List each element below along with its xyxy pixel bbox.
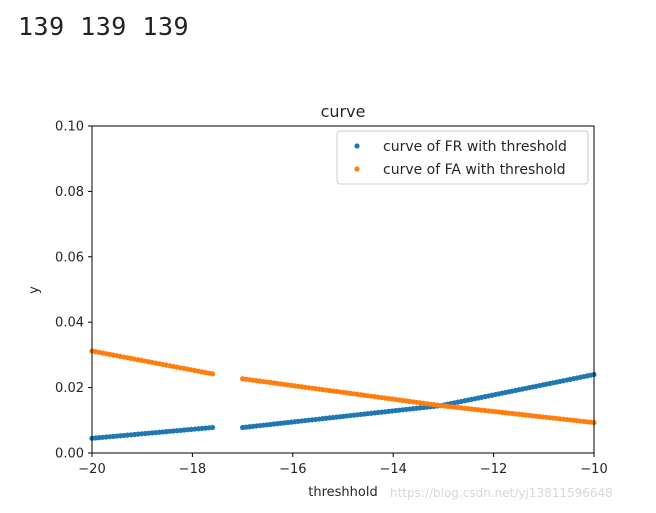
console-output-text: 139 139 139: [18, 12, 190, 41]
x-tick-label: −16: [279, 462, 306, 477]
y-tick-label: 0.02: [55, 381, 84, 396]
y-tick-label: 0.04: [55, 316, 84, 331]
watermark-text: https://blog.csdn.net/yj13811596648: [390, 486, 613, 500]
plot-frame: [91, 125, 595, 454]
series-fr-points: [89, 371, 597, 441]
x-tick-label: −12: [480, 462, 507, 477]
data-point: [209, 424, 216, 431]
series-fa-points: [89, 348, 597, 426]
legend-box: [336, 130, 589, 185]
data-points-layer: [89, 348, 597, 441]
legend-marker-fa: [354, 166, 360, 172]
y-axis-ticks: 0.00 0.02 0.04 0.06 0.08 0.10: [55, 120, 92, 462]
y-axis-label: y: [27, 286, 42, 294]
legend-label-fa: curve of FA with threshold: [383, 162, 566, 178]
chart-title: curve: [321, 102, 366, 121]
y-tick-label: 0.08: [55, 185, 84, 200]
legend: curve of FR with threshold curve of FA w…: [336, 130, 589, 185]
data-point: [209, 371, 216, 377]
x-tick-label: −14: [379, 462, 406, 477]
x-tick-label: −10: [580, 462, 607, 477]
x-axis-label: threshhold: [308, 485, 377, 500]
y-tick-label: 0.06: [55, 250, 84, 265]
legend-label-fr: curve of FR with threshold: [383, 139, 567, 155]
legend-marker-fr: [354, 143, 360, 149]
y-tick-label: 0.00: [55, 447, 84, 462]
x-tick-label: −18: [179, 462, 206, 477]
x-tick-label: −20: [78, 462, 105, 477]
x-axis-ticks: −20 −18 −16 −14 −12 −10: [78, 453, 608, 477]
y-tick-label: 0.10: [55, 120, 84, 135]
